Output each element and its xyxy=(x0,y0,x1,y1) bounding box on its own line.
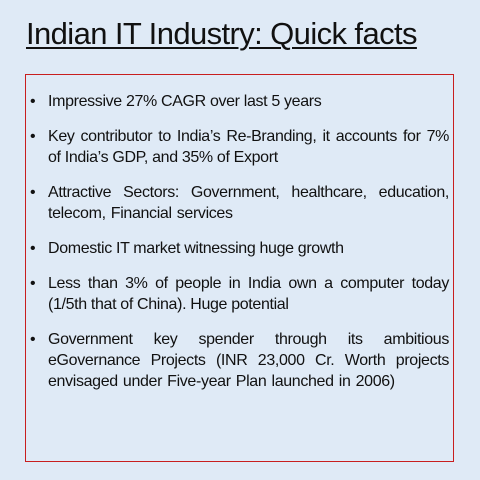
bullet-text: Less than 3% of people in India own a co… xyxy=(48,275,449,313)
bullet-item-rebranding: • Key contributor to India’s Re-Branding… xyxy=(30,126,449,168)
bullet-item-egovernance: • Government key spender through its amb… xyxy=(30,329,449,392)
bullet-dot-icon: • xyxy=(30,240,36,257)
bullet-text: Government key spender through its ambit… xyxy=(48,331,449,390)
bullet-text: Key contributor to India’s Re-Branding, … xyxy=(48,128,449,166)
facts-list: • Impressive 27% CAGR over last 5 years … xyxy=(26,75,453,392)
bullet-dot-icon: • xyxy=(30,93,36,110)
bullet-dot-icon: • xyxy=(30,184,36,201)
bullet-dot-icon: • xyxy=(30,128,36,145)
facts-box: • Impressive 27% CAGR over last 5 years … xyxy=(25,74,454,462)
bullet-item-sectors: • Attractive Sectors: Government, health… xyxy=(30,182,449,224)
bullet-text: Domestic IT market witnessing huge growt… xyxy=(48,240,344,257)
bullet-text: Impressive 27% CAGR over last 5 years xyxy=(48,93,322,110)
bullet-item-cagr: • Impressive 27% CAGR over last 5 years xyxy=(30,91,449,112)
bullet-text: Attractive Sectors: Government, healthca… xyxy=(48,184,449,222)
slide-title: Indian IT Industry: Quick facts xyxy=(26,16,418,51)
bullet-dot-icon: • xyxy=(30,275,36,292)
bullet-item-computer-ownership: • Less than 3% of people in India own a … xyxy=(30,273,449,315)
bullet-dot-icon: • xyxy=(30,331,36,348)
bullet-item-domestic-market: • Domestic IT market witnessing huge gro… xyxy=(30,238,449,259)
